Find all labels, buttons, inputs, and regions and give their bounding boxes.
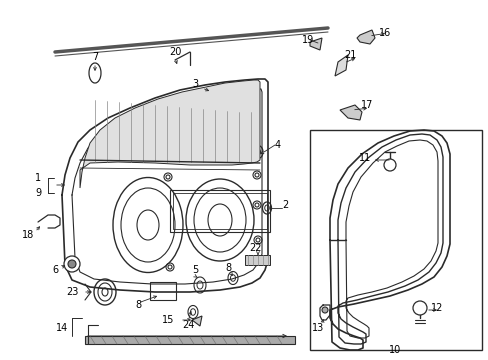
Text: 14: 14 — [56, 323, 68, 333]
Text: 8: 8 — [224, 263, 231, 273]
Text: 1: 1 — [35, 173, 41, 183]
Polygon shape — [356, 30, 374, 44]
Text: 9: 9 — [35, 188, 41, 198]
Text: 12: 12 — [430, 303, 442, 313]
Text: 2: 2 — [281, 200, 287, 210]
Text: 10: 10 — [388, 345, 400, 355]
Text: 18: 18 — [22, 230, 34, 240]
Text: 20: 20 — [168, 47, 181, 57]
Text: 6: 6 — [52, 265, 58, 275]
Text: 5: 5 — [191, 265, 198, 275]
Circle shape — [412, 301, 426, 315]
Polygon shape — [309, 38, 321, 50]
Circle shape — [64, 256, 80, 272]
Bar — [309, 130, 481, 350]
Bar — [170, 190, 269, 232]
Text: 15: 15 — [162, 315, 174, 325]
Text: 22: 22 — [248, 243, 261, 253]
Polygon shape — [80, 80, 260, 188]
Circle shape — [68, 260, 76, 268]
Text: 24: 24 — [182, 320, 194, 330]
Text: 19: 19 — [301, 35, 313, 45]
Text: 11: 11 — [358, 153, 370, 163]
Text: 3: 3 — [192, 79, 198, 89]
Circle shape — [383, 159, 395, 171]
Polygon shape — [339, 105, 361, 120]
Text: 17: 17 — [360, 100, 372, 110]
Polygon shape — [85, 336, 294, 344]
Circle shape — [321, 307, 327, 313]
Bar — [150, 282, 176, 300]
Polygon shape — [334, 55, 347, 76]
Text: 4: 4 — [274, 140, 281, 150]
Text: 23: 23 — [66, 287, 78, 297]
Text: 16: 16 — [378, 28, 390, 38]
Text: 7: 7 — [92, 52, 98, 62]
Text: 8: 8 — [135, 300, 141, 310]
Polygon shape — [244, 255, 269, 265]
Bar — [173, 193, 266, 229]
Text: 21: 21 — [343, 50, 355, 60]
Polygon shape — [192, 316, 202, 326]
Text: 13: 13 — [311, 323, 324, 333]
